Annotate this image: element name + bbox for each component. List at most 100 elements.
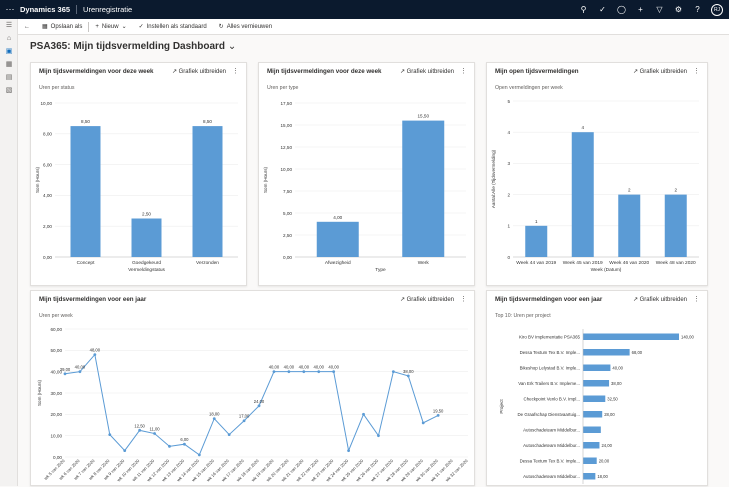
- more-options-icon[interactable]: ⋮: [693, 296, 700, 303]
- data-label: 32,50: [607, 396, 618, 401]
- list-icon[interactable]: ▤: [5, 74, 13, 81]
- data-label: 17,00: [239, 414, 250, 419]
- data-label: 68,00: [632, 350, 643, 355]
- hamburger-icon[interactable]: ☰: [5, 22, 13, 29]
- y-tick-label: 10,00: [51, 433, 63, 438]
- data-label: 40,00: [284, 365, 295, 370]
- report-icon[interactable]: ▧: [5, 87, 13, 94]
- avatar[interactable]: RJ: [711, 3, 723, 16]
- y-tick-label: 1: [507, 224, 510, 229]
- lightbulb-icon[interactable]: ◯: [617, 5, 626, 14]
- x-tick-label: Week 48 van 2020: [656, 260, 696, 266]
- area-name[interactable]: Urenregistratie: [83, 5, 133, 14]
- help-icon[interactable]: ?: [695, 5, 700, 14]
- set-default-label: Instellen als standaard: [146, 23, 207, 30]
- expand-chart-button[interactable]: ↗ Grafiek uitbreiden: [172, 68, 226, 75]
- save-icon: ▦: [42, 24, 48, 30]
- expand-chart-button[interactable]: ↗ Grafiek uitbreiden: [633, 68, 687, 75]
- y-tick-label: 2,50: [283, 233, 292, 238]
- data-label: 48,00: [90, 348, 101, 353]
- x-axis-label: Vermeldingstatus: [128, 267, 165, 273]
- data-point: [377, 434, 380, 438]
- data-point: [168, 444, 171, 448]
- y-axis-label: Som (Hours): [35, 167, 40, 194]
- back-button[interactable]: ←: [18, 24, 36, 30]
- app-launcher-icon[interactable]: ⋯: [5, 4, 15, 14]
- chart-status-svg: 0,00 2,00 4,00 6,00 8,00 10,00 8,50 Concept 2,50…: [35, 101, 238, 273]
- data-label: 38,00: [403, 369, 414, 374]
- app-name[interactable]: Dynamics 365: [20, 5, 78, 14]
- refresh-all-label: Alles vernieuwen: [226, 23, 273, 30]
- bar: [583, 457, 597, 464]
- dashboard-icon[interactable]: ▣: [5, 48, 13, 55]
- expand-chart-button[interactable]: ↗ Grafiek uitbreiden: [633, 296, 687, 303]
- data-label: 4: [581, 125, 584, 130]
- top-icons: ⚲ ✓ ◯ + ▽ ⚙ ? RJ: [574, 0, 723, 19]
- bar: [583, 473, 596, 480]
- y-tick-label: 40,00: [51, 369, 63, 374]
- bar: [583, 333, 679, 340]
- chart-card-open: Mijn open tijdsvermeldingen ↗ Grafiek ui…: [486, 62, 708, 286]
- expand-chart-button[interactable]: ↗ Grafiek uitbreiden: [400, 68, 454, 75]
- data-label: 11,00: [149, 427, 160, 432]
- search-icon[interactable]: ⚲: [580, 5, 587, 14]
- data-label: 12,50: [134, 423, 145, 428]
- data-point: [302, 370, 306, 374]
- command-bar: ← ▦ Opslaan als + Nieuw ⌄ ✓ Instellen als st…: [18, 19, 729, 35]
- data-point: [78, 370, 82, 374]
- save-as-label: Opslaan als: [50, 23, 83, 30]
- filter-icon[interactable]: ▽: [656, 5, 663, 14]
- chart-subtitle: Uren per week: [39, 313, 73, 319]
- x-tick-label: Week 44 van 2019: [516, 260, 556, 266]
- data-label: 2,50: [142, 212, 151, 217]
- bar: [70, 126, 101, 257]
- data-label: 15,50: [418, 114, 430, 119]
- x-tick-label: Goedgekeurd: [132, 260, 161, 266]
- bar: [583, 395, 606, 402]
- y-tick-label: Checkpoint Venlo B.V. Impl...: [524, 396, 580, 401]
- x-axis-label: Type: [375, 267, 386, 273]
- gear-icon[interactable]: ⚙: [674, 5, 683, 14]
- y-tick-label: Dessa Textum Tex B.V. Imple...: [520, 350, 580, 355]
- set-default-button[interactable]: ✓ Instellen als standaard: [133, 23, 213, 31]
- y-tick-label: 7,50: [283, 189, 292, 194]
- data-label: 8,50: [81, 119, 90, 124]
- new-button[interactable]: + Nieuw ⌄: [89, 23, 132, 31]
- y-tick-label: 12,50: [281, 145, 293, 150]
- data-point: [406, 374, 410, 378]
- data-label: 40,00: [269, 365, 280, 370]
- y-tick-label: 15,00: [281, 123, 293, 128]
- bar: [618, 194, 641, 257]
- more-options-icon[interactable]: ⋮: [232, 68, 239, 75]
- y-tick-label: De Graafschap Dienstvaartuig...: [518, 412, 580, 417]
- chevron-down-icon: ⌄: [121, 24, 127, 30]
- refresh-all-button[interactable]: ↻ Alles vernieuwen: [213, 23, 278, 31]
- x-tick-label: Afwezigheid: [325, 260, 351, 266]
- bar: [571, 132, 594, 257]
- calendar-icon[interactable]: ▦: [5, 61, 13, 68]
- more-options-icon[interactable]: ⋮: [460, 68, 467, 75]
- checkmark-icon: ✓: [138, 24, 144, 30]
- task-icon[interactable]: ✓: [599, 5, 606, 14]
- chart-project-svg: Kiro BV Implementatie PSA365 140,00 Dessa …: [499, 329, 694, 484]
- y-tick-label: 60,00: [51, 327, 63, 332]
- more-options-icon[interactable]: ⋮: [460, 296, 467, 303]
- save-as-button[interactable]: ▦ Opslaan als: [36, 23, 88, 31]
- page-title[interactable]: PSA365: Mijn tijdsvermelding Dashboard ⌄: [30, 41, 236, 52]
- plus-icon[interactable]: +: [638, 5, 643, 14]
- data-label: 8,50: [203, 119, 212, 124]
- expand-chart-button[interactable]: ↗ Grafiek uitbreiden: [400, 296, 454, 303]
- y-tick-label: 3: [507, 161, 510, 166]
- refresh-icon: ↻: [218, 24, 224, 30]
- chart-card-type: Mijn tijdsvermeldingen voor deze week ↗ …: [258, 62, 475, 286]
- data-label: 40,00: [299, 365, 310, 370]
- home-icon[interactable]: ⌂: [6, 35, 12, 42]
- data-label: 20,00: [599, 458, 610, 463]
- bar: [402, 120, 445, 257]
- chart-title: Mijn tijdsvermeldingen voor deze week: [39, 68, 154, 75]
- more-options-icon[interactable]: ⋮: [693, 68, 700, 75]
- y-axis-label: Project: [499, 399, 504, 414]
- y-tick-label: Kiro BV Implementatie PSA365: [519, 334, 581, 339]
- y-tick-label: 2: [507, 192, 510, 197]
- y-tick-label: 5: [507, 99, 510, 104]
